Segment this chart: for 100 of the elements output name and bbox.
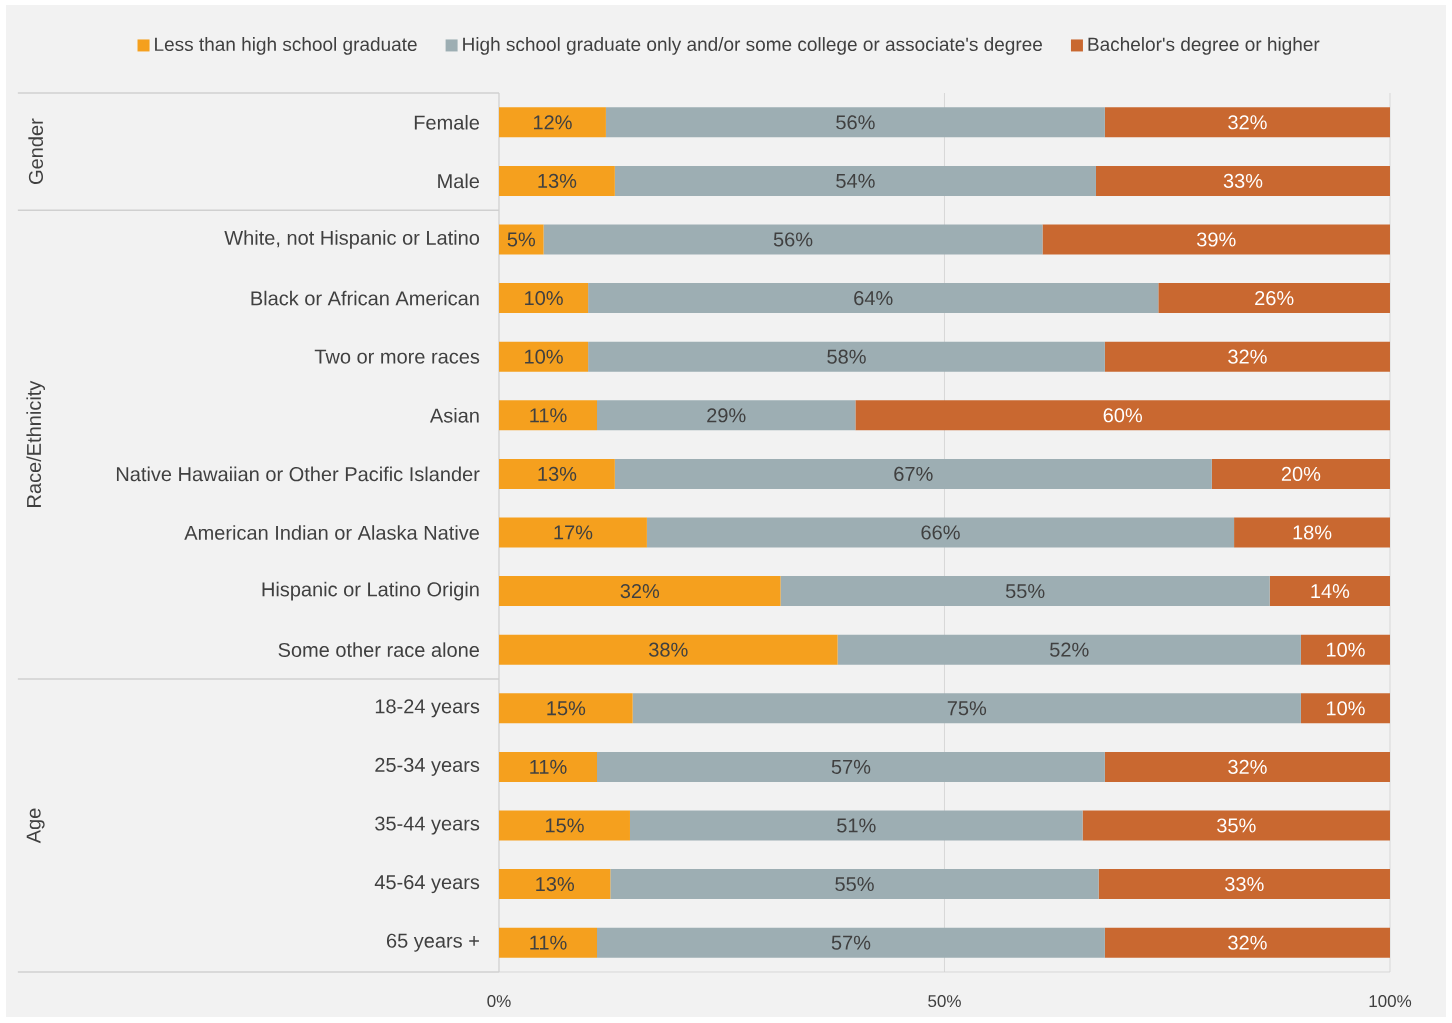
data-label: 11%: [530, 759, 567, 774]
data-label: 56%: [773, 232, 813, 247]
data-label: 13%: [538, 173, 577, 188]
bar: [1104, 341, 1390, 372]
bar: [1158, 283, 1390, 314]
x-tick-label: 0%: [487, 995, 511, 1008]
bar: [499, 927, 598, 958]
bar: [543, 224, 1043, 255]
bar: [499, 283, 589, 314]
bar: [1082, 810, 1390, 841]
bar: [1095, 165, 1390, 196]
data-label: 14%: [1311, 584, 1350, 599]
data-label: 10%: [1326, 642, 1365, 657]
data-label: 55%: [835, 877, 874, 892]
bar: [499, 634, 838, 665]
data-label: 20%: [1281, 466, 1321, 481]
bar: [605, 107, 1105, 138]
bar: [499, 165, 615, 196]
data-label: 17%: [554, 525, 593, 540]
bar: [632, 693, 1301, 724]
data-label: 32%: [620, 584, 660, 599]
y-tick-label: Hispanic or Latino Origin: [262, 581, 479, 601]
data-label: 52%: [1050, 642, 1089, 657]
legend-label: Bachelor's degree or higher: [1088, 37, 1320, 55]
data-label: 13%: [536, 877, 575, 892]
bar: [1234, 517, 1390, 548]
y-tick-label: White, not Hispanic or Latino: [224, 230, 480, 249]
data-label: 29%: [707, 408, 746, 423]
y-tick-label: 65 years +: [387, 933, 479, 952]
bar: [499, 224, 544, 255]
bar: [499, 751, 598, 782]
bar: [588, 341, 1105, 372]
y-tick-label: Female: [414, 114, 480, 130]
data-label: 60%: [1103, 408, 1143, 423]
data-label: 57%: [831, 935, 871, 950]
y-tick-label: 18-24 years: [375, 699, 480, 718]
data-label: 5%: [507, 232, 536, 247]
bar: [1300, 634, 1390, 665]
bar: [855, 400, 1390, 431]
text: Age: [26, 808, 45, 844]
bar: [499, 400, 598, 431]
bar: [780, 576, 1270, 607]
bar: [597, 927, 1105, 958]
data-label: 56%: [836, 115, 875, 130]
data-label: 32%: [1228, 349, 1267, 364]
data-label: 75%: [947, 701, 987, 716]
bar: [610, 869, 1099, 900]
bar: [499, 107, 606, 138]
bar: [1042, 224, 1390, 255]
y-tick-label: American Indian or Alaska Native: [184, 525, 479, 540]
data-label: 18%: [1293, 525, 1332, 540]
bar: [1098, 869, 1390, 900]
data-label: 11%: [530, 408, 567, 423]
y-tick-label: 25-34 years: [375, 757, 480, 776]
data-label: 67%: [894, 466, 933, 481]
data-label: 10%: [525, 291, 563, 306]
data-label: 33%: [1225, 877, 1264, 892]
x-tick-label: 100%: [1369, 995, 1412, 1008]
data-label: 10%: [1326, 701, 1365, 716]
data-label: 32%: [1228, 115, 1267, 130]
bar: [1104, 107, 1390, 138]
bar: [499, 576, 781, 607]
y-tick-label: 35-44 years: [375, 816, 480, 835]
data-label: 58%: [827, 349, 866, 364]
bar: [499, 693, 633, 724]
data-label: 13%: [538, 466, 577, 481]
bar: [646, 517, 1235, 548]
data-label: 38%: [649, 642, 688, 657]
data-label: 64%: [854, 291, 893, 306]
bar: [499, 341, 589, 372]
y-tick-label: 45-64 years: [374, 875, 480, 894]
data-label: 15%: [547, 701, 586, 716]
y-tick-label: Some other race alone: [278, 642, 479, 658]
bar: [837, 634, 1301, 665]
data-label: 33%: [1223, 173, 1263, 188]
y-tick-label: Asian: [429, 407, 479, 423]
data-label: 35%: [1217, 818, 1256, 833]
data-label: 54%: [836, 173, 875, 188]
data-label: 39%: [1197, 232, 1236, 247]
bar: [1104, 751, 1390, 782]
data-label: 57%: [831, 759, 871, 774]
y-tick-label: Two or more races: [314, 349, 480, 364]
bar: [1269, 576, 1390, 607]
data-label: 55%: [1005, 584, 1045, 599]
bar: [597, 400, 856, 431]
y-tick-label: Black or African American: [251, 290, 479, 306]
bar: [499, 869, 611, 900]
data-label: 32%: [1228, 759, 1267, 774]
y-tick-label: Native Hawaiian or Other Pacific Islander: [116, 466, 480, 482]
text: Gender: [28, 118, 44, 184]
bar: [588, 283, 1159, 314]
bar: [499, 810, 630, 841]
data-label: 15%: [546, 818, 584, 833]
data-label: 26%: [1255, 291, 1294, 306]
legend-label: Less than high school graduate: [155, 37, 417, 55]
bar: [499, 458, 615, 489]
bar: [614, 458, 1212, 489]
bar: [1300, 693, 1390, 724]
bar: [614, 165, 1096, 196]
data-label: 51%: [837, 818, 876, 833]
